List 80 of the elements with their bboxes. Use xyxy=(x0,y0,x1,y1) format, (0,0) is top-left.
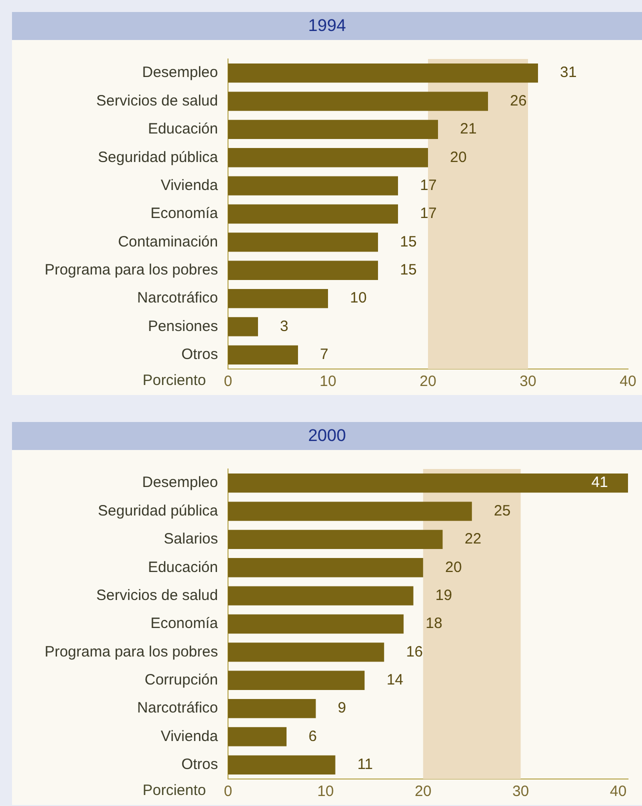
data-label: 3 xyxy=(280,318,288,335)
bar xyxy=(228,474,628,493)
y-tick-label: Programa para los pobres xyxy=(44,643,218,660)
bar xyxy=(228,176,398,196)
y-tick-label: Economía xyxy=(150,615,219,632)
bar xyxy=(228,317,258,336)
data-label: 17 xyxy=(420,176,437,194)
data-label: 14 xyxy=(386,672,404,689)
bar xyxy=(228,232,378,252)
y-tick-label: Seguridad pública xyxy=(98,148,219,166)
data-label: 20 xyxy=(450,148,467,166)
bar xyxy=(228,120,438,140)
bar xyxy=(228,288,328,308)
y-tick-label: Servicios de salud xyxy=(96,586,218,604)
bar xyxy=(228,148,428,168)
y-tick-label: Vivienda xyxy=(160,728,219,745)
x-axis-title: Porciento xyxy=(142,782,206,800)
bar xyxy=(228,698,316,718)
y-tick-label: Salarios xyxy=(164,530,218,548)
data-label: 18 xyxy=(426,615,442,632)
y-tick-label: Economía xyxy=(150,205,219,222)
x-axis-title: Porciento xyxy=(142,372,206,390)
chart-title: 1994 xyxy=(12,12,642,40)
data-label: 15 xyxy=(400,262,417,279)
data-label: 20 xyxy=(445,558,462,576)
y-tick-label: Programa para los pobres xyxy=(44,262,218,279)
x-tick-label: 0 xyxy=(224,373,232,390)
y-tick-label: Desempleo xyxy=(142,474,218,492)
data-label: 9 xyxy=(338,700,346,717)
x-tick-label: 10 xyxy=(317,783,334,800)
bar xyxy=(228,755,336,774)
data-label: 22 xyxy=(464,530,482,548)
bar xyxy=(228,530,443,550)
bar xyxy=(228,727,287,746)
data-label: 6 xyxy=(308,728,317,745)
y-tick-label: Servicios de salud xyxy=(96,92,218,110)
bar xyxy=(228,345,298,364)
data-label: 19 xyxy=(435,586,452,604)
data-label: 7 xyxy=(320,346,328,364)
x-tick-label: 40 xyxy=(610,783,627,800)
bar xyxy=(228,558,424,578)
bar xyxy=(228,642,384,662)
y-tick-label: Corrupción xyxy=(144,672,218,689)
y-tick-label: Desempleo xyxy=(142,64,218,82)
bar xyxy=(228,614,404,634)
y-tick-label: Narcotráfico xyxy=(137,290,218,307)
y-tick-label: Contaminación xyxy=(118,233,218,250)
chart-title: 2000 xyxy=(12,422,642,450)
data-label: 10 xyxy=(350,290,367,307)
y-tick-label: Otros xyxy=(181,756,218,774)
y-tick-label: Otros xyxy=(181,346,218,364)
x-tick-label: 40 xyxy=(620,373,636,390)
data-label: 15 xyxy=(400,233,417,250)
bar xyxy=(228,586,414,606)
data-label: 17 xyxy=(420,205,437,222)
bar xyxy=(228,204,398,224)
y-tick-label: Narcotráfico xyxy=(137,700,218,717)
x-tick-label: 30 xyxy=(520,373,536,390)
bar xyxy=(228,64,538,83)
data-label: 41 xyxy=(591,474,608,492)
y-tick-label: Vivienda xyxy=(160,176,219,194)
bar xyxy=(228,670,365,690)
data-label: 31 xyxy=(560,64,577,82)
x-tick-label: 0 xyxy=(224,783,232,800)
y-tick-label: Pensiones xyxy=(148,318,218,335)
data-label: 21 xyxy=(460,120,477,138)
x-tick-label: 20 xyxy=(414,783,432,800)
x-tick-label: 30 xyxy=(512,783,530,800)
data-label: 11 xyxy=(357,756,373,774)
bar xyxy=(228,260,378,280)
y-tick-label: Educación xyxy=(148,120,218,138)
x-tick-label: 10 xyxy=(320,373,336,390)
y-tick-label: Seguridad pública xyxy=(98,502,219,520)
data-label: 25 xyxy=(494,502,511,520)
data-label: 26 xyxy=(510,92,527,110)
y-tick-label: Educación xyxy=(148,558,218,576)
data-label: 16 xyxy=(406,643,423,660)
bar xyxy=(228,92,488,111)
x-tick-label: 20 xyxy=(420,373,436,390)
bar xyxy=(228,502,472,521)
